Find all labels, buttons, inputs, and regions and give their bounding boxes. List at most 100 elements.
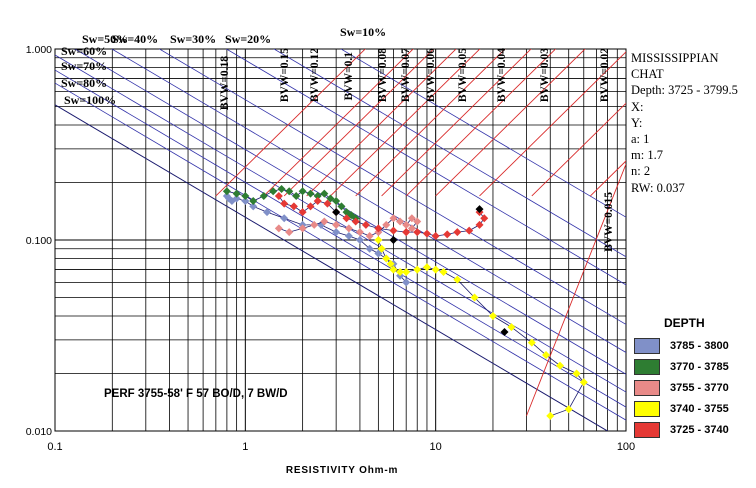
data-point: [332, 197, 341, 206]
data-point: [413, 217, 422, 226]
bvw-line: [263, 49, 414, 197]
data-point: [413, 265, 422, 274]
sw-label: Sw=100%: [64, 93, 116, 107]
legend: DEPTH 3785 - 3800 3770 - 3785 3755 - 377…: [628, 316, 756, 440]
data-point: [480, 214, 489, 223]
data-point: [310, 220, 319, 229]
y-tick-label: 0.100: [26, 235, 52, 247]
bvw-label: BVW=0.12: [309, 48, 321, 102]
sw-line: [111, 49, 626, 353]
sw-line: [225, 49, 626, 286]
well-info-line: Y:: [631, 115, 643, 130]
y-tick-label: 0.010: [26, 426, 52, 438]
legend-label: 3725 - 3740: [670, 423, 729, 436]
data-point: [342, 214, 351, 223]
data-point: [382, 220, 391, 229]
data-point: [241, 197, 250, 206]
data-point: [332, 220, 341, 229]
bvw-line: [355, 49, 506, 197]
data-point: [344, 224, 353, 233]
data-point: [389, 226, 398, 235]
well-info-line: m: 1.7: [631, 148, 663, 163]
well-info-line: a: 1: [631, 132, 650, 147]
bvw-label: BVW=0.03: [539, 48, 551, 102]
data-point: [263, 208, 272, 217]
legend-label: 3740 - 3755: [670, 402, 729, 415]
data-point: [488, 312, 497, 321]
bvw-label: BVW=0.04: [496, 48, 508, 102]
data-point: [382, 254, 391, 263]
data-point: [320, 217, 329, 226]
grid: [54, 49, 626, 432]
data-point: [396, 267, 405, 276]
bvw-label: BVW=0.06: [425, 48, 437, 102]
data-point: [332, 228, 341, 237]
data-point: [222, 187, 231, 196]
data-point: [249, 197, 258, 206]
perf-annotation: PERF 3755-58' F 57 BO/D, 7 BW/D: [104, 388, 288, 400]
data-point: [546, 411, 555, 420]
data-point: [453, 275, 462, 284]
data-point: [386, 259, 395, 268]
bvw-lines: [215, 49, 626, 417]
data-point: [298, 224, 307, 233]
bvw-line: [435, 49, 586, 197]
data-point: [232, 189, 241, 198]
data-point: [402, 228, 411, 237]
data-point: [285, 187, 294, 196]
data-point: [306, 202, 315, 211]
data-point: [527, 338, 536, 347]
bvw-line: [479, 51, 626, 197]
sw-label: Sw=50%: [82, 32, 128, 46]
sw-label: Sw=30%: [170, 32, 216, 46]
legend-item: 3725 - 3740: [628, 419, 756, 440]
data-point: [298, 208, 307, 217]
well-info-line: RW: 0.037: [631, 180, 685, 195]
data-point: [249, 202, 258, 211]
data-point: [292, 191, 301, 200]
data-point: [470, 293, 479, 302]
well-info-line: CHAT: [631, 67, 664, 82]
data-point: [313, 191, 322, 200]
legend-swatch: [634, 379, 660, 396]
bvw-line: [306, 49, 457, 197]
series: [274, 214, 422, 240]
sw-label: Sw=60%: [61, 44, 107, 58]
legend-item: 3740 - 3755: [628, 398, 756, 419]
bvw-line: [330, 49, 481, 197]
data-point: [579, 378, 588, 387]
sw-line: [55, 104, 609, 431]
data-point: [320, 189, 329, 198]
data-point: [465, 226, 474, 235]
x-tick-label: 10: [430, 441, 442, 453]
x-tick-label: 1: [242, 441, 248, 453]
data-point: [241, 191, 250, 200]
data-point: [285, 228, 294, 237]
data-point: [326, 194, 335, 203]
x-axis-label: RESISTIVITY Ohm-m: [286, 465, 398, 476]
data-point: [413, 228, 422, 237]
data-point: [374, 224, 383, 233]
bvw-label: BVW=0.1: [343, 52, 355, 101]
data-point: [407, 224, 416, 233]
sw-line: [55, 54, 626, 393]
legend-item: 3755 - 3770: [628, 377, 756, 398]
sw-lines: [55, 49, 626, 431]
sw-line: [158, 49, 626, 325]
bvw-line: [405, 49, 557, 197]
bvw-line: [531, 102, 626, 197]
legend-label: 3785 - 3800: [670, 339, 729, 352]
sw-line: [55, 82, 626, 421]
data-point: [361, 220, 370, 229]
data-point: [274, 224, 283, 233]
legend-label: 3755 - 3770: [670, 381, 729, 394]
legend-swatch: [634, 358, 660, 375]
bvw-label: BVW=0.02: [599, 48, 611, 102]
data-point: [365, 244, 374, 253]
data-point: [355, 236, 364, 244]
data-point: [555, 361, 564, 370]
data-point: [344, 231, 353, 240]
data-point: [431, 231, 440, 240]
legend-label: 3770 - 3785: [670, 360, 729, 373]
